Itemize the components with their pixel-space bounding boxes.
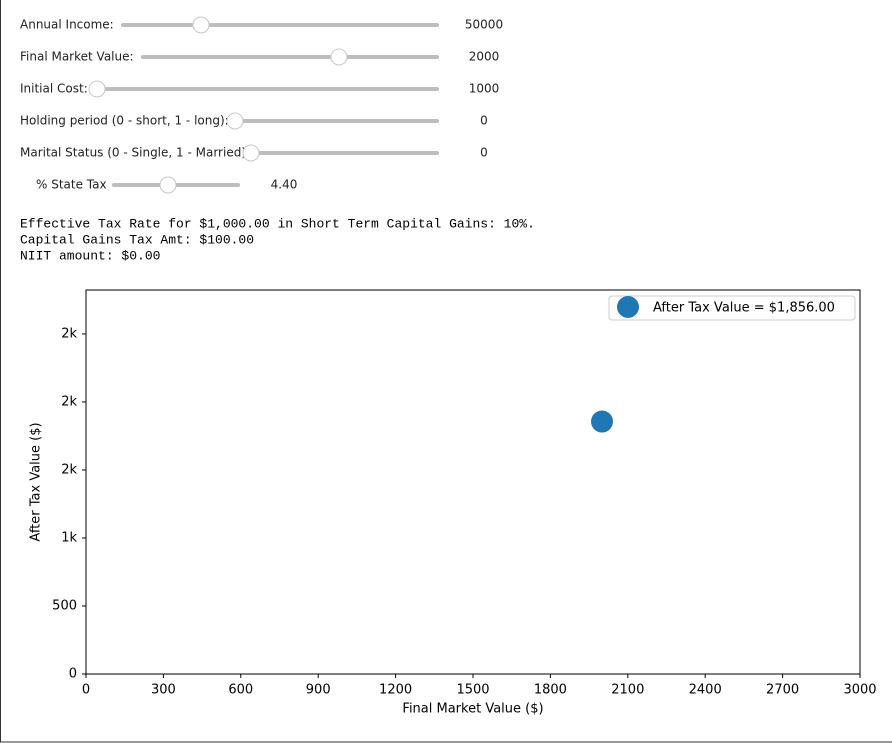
y-axis-label: After Tax Value ($)	[29, 422, 44, 541]
output-line: Effective Tax Rate for $1,000.00 in Shor…	[20, 216, 535, 231]
x-tick-label: 900	[306, 683, 331, 698]
slider-handle[interactable]	[226, 112, 244, 130]
slider-value: 0	[480, 114, 488, 128]
slider-label: % State Tax	[36, 178, 107, 192]
y-tick-label: 2k	[61, 462, 77, 477]
slider-label: Initial Cost:	[20, 82, 88, 96]
y-tick-label: 500	[52, 598, 77, 613]
slider-handle[interactable]	[192, 16, 210, 34]
legend-box	[608, 295, 856, 321]
y-tick-label: 0	[69, 667, 77, 682]
x-tick-label: 1500	[456, 683, 489, 698]
x-tick-label: 600	[228, 683, 253, 698]
x-tick-label: 300	[151, 683, 176, 698]
legend-marker	[617, 296, 639, 318]
output-line: NIIT amount: $0.00	[20, 248, 160, 263]
slider-label: Holding period (0 - short, 1 - long):	[20, 114, 229, 128]
x-tick-label: 2400	[689, 683, 722, 698]
y-tick-label: 2k	[61, 326, 77, 341]
slider-value: 1000	[469, 82, 500, 96]
slider-value: 50000	[465, 18, 503, 32]
x-axis-label: Final Market Value ($)	[402, 702, 543, 717]
slider-handle[interactable]	[159, 176, 177, 194]
point	[591, 410, 613, 433]
slider-value: 4.40	[271, 178, 298, 192]
slider-label: Marital Status (0 - Single, 1 - Married)…	[20, 146, 250, 160]
plot-frame	[85, 289, 861, 675]
slider-value: 0	[480, 146, 488, 160]
slider-handle[interactable]	[242, 144, 260, 162]
slider-handle[interactable]	[88, 80, 106, 98]
x-tick-label: 2700	[766, 683, 799, 698]
x-tick-label: 3000	[843, 683, 876, 698]
slider-label: Annual Income:	[20, 18, 114, 32]
output-line: Capital Gains Tax Amt: $100.00	[20, 232, 254, 247]
y-tick-label: 1k	[61, 530, 77, 545]
y-tick-label: 2k	[61, 394, 77, 409]
slider-value: 2000	[469, 50, 500, 64]
slider-label: Final Market Value:	[20, 50, 134, 64]
x-tick-label: 2100	[611, 683, 644, 698]
slider-handle[interactable]	[330, 48, 348, 66]
x-tick-label: 1200	[379, 683, 412, 698]
x-tick-label: 1800	[534, 683, 567, 698]
legend-label: After Tax Value = $1,856.00	[653, 301, 835, 316]
x-tick-label: 0	[82, 683, 90, 698]
